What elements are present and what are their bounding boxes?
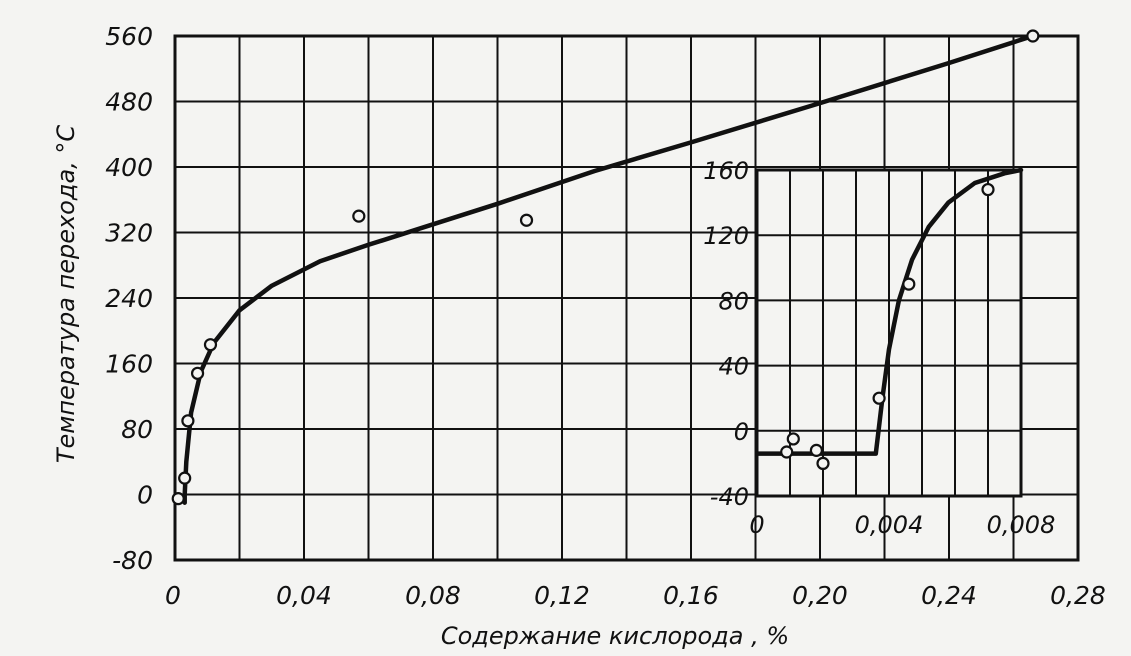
main-curve-group (182, 33, 1036, 505)
main-y-tick-label: -80 (112, 546, 153, 575)
main-frame (173, 34, 1080, 562)
inset-data-point (786, 432, 800, 446)
inset-y-tick-label: 40 (718, 353, 749, 381)
inset-fitted-curve (754, 167, 1024, 456)
main-y-tick-label: 320 (105, 219, 153, 248)
x-axis-label: Содержание кислорода , % (441, 622, 789, 650)
main-data-point (178, 471, 192, 485)
y-axis-label: Температура перехода, °С (52, 125, 80, 464)
main-data-point (181, 414, 195, 428)
inset-data-point (981, 182, 995, 197)
inset-frame (755, 168, 1023, 498)
main-data-point (519, 213, 534, 227)
inset-x-tick-label: 0 (749, 511, 764, 539)
inset-y-tick-label: 80 (718, 287, 749, 315)
main-y-tick-label: 400 (105, 153, 153, 182)
main-y-tick-label: 0 (137, 481, 153, 510)
main-y-tick-label: 480 (105, 88, 153, 117)
main-data-point (1026, 29, 1040, 43)
main-x-tick-label: 0,20 (792, 581, 848, 610)
inset-data-point (902, 277, 916, 291)
inset-data-point (816, 456, 830, 470)
main-y-tick-label: 80 (121, 415, 153, 444)
main-x-tick-label: 0,28 (1050, 581, 1106, 610)
inset-y-tick-label: 120 (703, 222, 749, 250)
inset-points (780, 182, 995, 470)
main-data-point (190, 366, 205, 380)
main-y-tick-label: 240 (105, 284, 153, 313)
main-y-tick-labels: -80 0 80 160 240 320 400 480 560 (105, 22, 153, 575)
inset-curve-group (754, 167, 1024, 456)
main-y-tick-label: 560 (105, 22, 153, 51)
inset-y-tick-label: 0 (734, 418, 749, 446)
inset-data-point (872, 391, 886, 405)
inset-x-tick-labels: 0 0,004 0,008 (749, 511, 1055, 539)
main-points (171, 29, 1040, 506)
main-data-point (203, 338, 218, 352)
main-data-point (171, 491, 185, 506)
main-y-tick-label: 160 (105, 350, 153, 379)
main-x-tick-labels: 0 0,04 0,08 0,12 0,16 0,20 0,24 0,28 (165, 581, 1106, 610)
inset-x-tick-label: 0,008 (987, 511, 1056, 539)
inset-y-tick-label: -40 (710, 483, 749, 511)
main-x-tick-label: 0,16 (663, 581, 719, 610)
inset-x-tick-label: 0,004 (855, 511, 924, 539)
main-x-tick-label: 0,12 (534, 581, 590, 610)
main-x-tick-label: 0,24 (921, 581, 977, 610)
main-x-tick-label: 0,08 (405, 581, 461, 610)
main-x-tick-label: 0,04 (276, 581, 332, 610)
main-data-point (352, 209, 366, 223)
inset-data-point (780, 445, 794, 459)
main-x-tick-label: 0 (165, 581, 181, 610)
main-fitted-curve (182, 33, 1036, 505)
inset-y-tick-label: 160 (703, 157, 749, 185)
inset-data-point (809, 443, 824, 457)
inset-y-tick-labels: -40 0 40 80 120 160 (703, 157, 749, 511)
